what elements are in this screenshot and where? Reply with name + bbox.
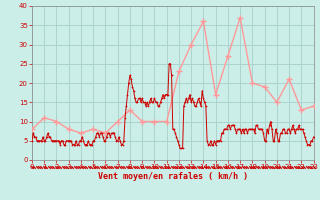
X-axis label: Vent moyen/en rafales ( km/h ): Vent moyen/en rafales ( km/h ) xyxy=(98,172,248,181)
